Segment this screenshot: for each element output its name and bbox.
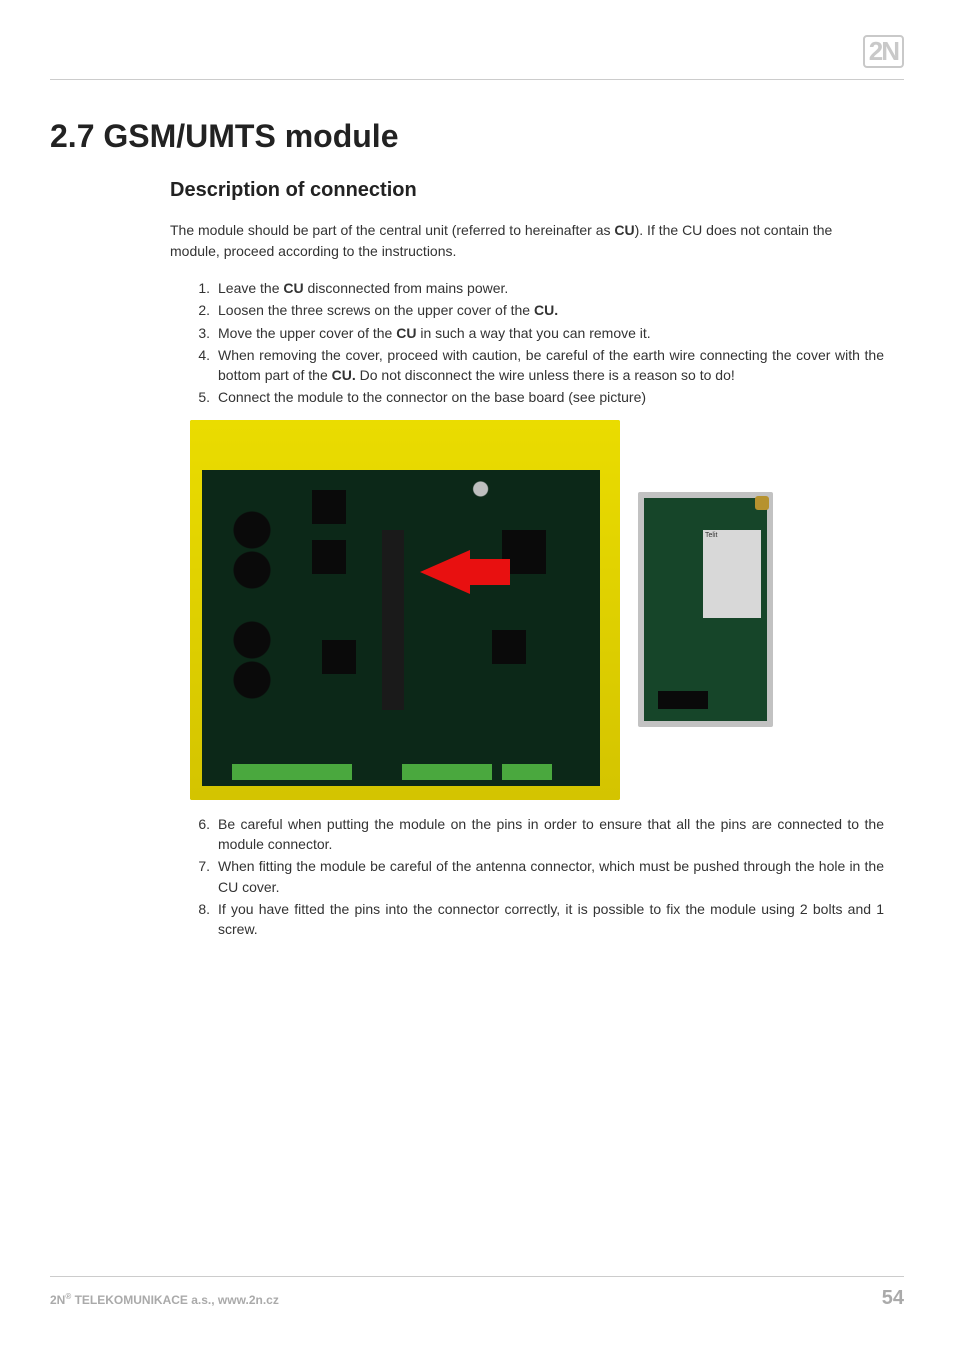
arrow-icon: [420, 550, 470, 594]
list-item: 2.Loosen the three screws on the upper c…: [190, 300, 884, 320]
steps-list-a: 1.Leave the CU disconnected from mains p…: [190, 278, 884, 408]
step-number: 7.: [190, 856, 218, 897]
footer: 2N® TELEKOMUNIKACE a.s., www.2n.cz 54: [50, 1276, 904, 1310]
header: 2N: [50, 30, 904, 80]
step-text: Leave the CU disconnected from mains pow…: [218, 278, 884, 298]
step-number: 8.: [190, 899, 218, 940]
step-number: 2.: [190, 300, 218, 320]
step-number: 6.: [190, 814, 218, 855]
logo: 2N: [863, 35, 904, 68]
step-number: 4.: [190, 345, 218, 386]
list-item: 8.If you have fitted the pins into the c…: [190, 899, 884, 940]
content: The module should be part of the central…: [170, 220, 884, 940]
step-text: Connect the module to the connector on t…: [218, 387, 884, 407]
image-row: Telit: [190, 420, 884, 800]
modem-label: Telit: [705, 532, 759, 548]
module-image: Telit: [638, 492, 773, 727]
page-title: 2.7 GSM/UMTS module: [50, 118, 904, 155]
list-item: 7.When fitting the module be careful of …: [190, 856, 884, 897]
section-heading: Description of connection: [170, 179, 904, 202]
footer-brand: 2N: [50, 1293, 65, 1307]
intro-bold: CU: [614, 222, 634, 238]
page-number: 54: [882, 1287, 904, 1310]
step-number: 5.: [190, 387, 218, 407]
step-text: Be careful when putting the module on th…: [218, 814, 884, 855]
main-board-image: [190, 420, 620, 800]
step-number: 1.: [190, 278, 218, 298]
list-item: 6.Be careful when putting the module on …: [190, 814, 884, 855]
list-item: 3.Move the upper cover of the CU in such…: [190, 323, 884, 343]
step-text: When removing the cover, proceed with ca…: [218, 345, 884, 386]
intro-pre: The module should be part of the central…: [170, 222, 614, 238]
footer-text: TELEKOMUNIKACE a.s., www.2n.cz: [71, 1293, 279, 1307]
intro-paragraph: The module should be part of the central…: [170, 220, 884, 262]
step-text: If you have fitted the pins into the con…: [218, 899, 884, 940]
footer-company: 2N® TELEKOMUNIKACE a.s., www.2n.cz: [50, 1292, 279, 1307]
steps-list-b: 6.Be careful when putting the module on …: [190, 814, 884, 940]
step-number: 3.: [190, 323, 218, 343]
step-text: Loosen the three screws on the upper cov…: [218, 300, 884, 320]
list-item: 5.Connect the module to the connector on…: [190, 387, 884, 407]
step-text: Move the upper cover of the CU in such a…: [218, 323, 884, 343]
list-item: 1.Leave the CU disconnected from mains p…: [190, 278, 884, 298]
list-item: 4.When removing the cover, proceed with …: [190, 345, 884, 386]
step-text: When fitting the module be careful of th…: [218, 856, 884, 897]
